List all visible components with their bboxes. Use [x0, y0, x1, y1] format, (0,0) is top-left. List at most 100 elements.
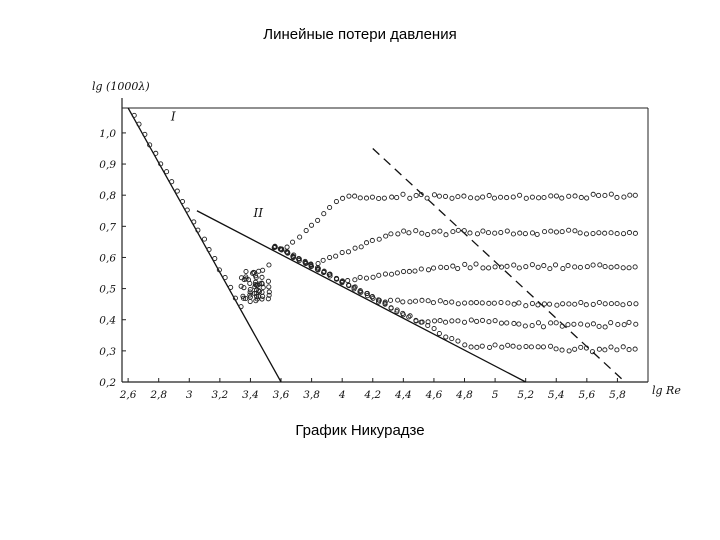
y-tick-label: 0,2 — [99, 377, 116, 389]
data-point — [608, 301, 614, 307]
data-point — [413, 193, 419, 199]
data-point — [184, 207, 190, 213]
data-point — [480, 194, 486, 200]
data-point — [363, 275, 370, 281]
data-point — [577, 230, 583, 236]
data-point — [560, 301, 566, 307]
data-point — [498, 229, 504, 236]
data-point — [383, 233, 389, 239]
data-point — [247, 287, 253, 293]
data-point — [596, 299, 602, 306]
data-point — [602, 264, 608, 270]
data-point — [437, 298, 443, 304]
data-point — [473, 261, 479, 267]
data-point — [480, 265, 486, 271]
data-point — [303, 260, 309, 267]
data-point — [388, 231, 394, 237]
data-point — [584, 195, 590, 201]
data-point — [578, 321, 584, 327]
data-point — [560, 266, 566, 272]
data-point — [364, 293, 370, 299]
data-point — [583, 302, 589, 308]
data-point — [479, 317, 486, 323]
data-point — [486, 265, 492, 271]
data-point — [572, 346, 578, 352]
data-point — [536, 195, 542, 201]
data-point — [164, 169, 170, 175]
data-point — [626, 301, 633, 307]
data-point — [449, 336, 455, 342]
data-point — [387, 297, 394, 303]
data-point — [590, 262, 596, 268]
data-point — [431, 229, 437, 235]
data-point — [633, 301, 639, 307]
data-point — [296, 258, 302, 264]
data-point — [400, 191, 406, 197]
data-point — [436, 193, 442, 199]
data-point — [626, 347, 632, 353]
data-point — [608, 191, 614, 197]
x-tick-label: 3 — [186, 389, 193, 401]
data-point — [260, 284, 266, 291]
data-point — [252, 284, 258, 290]
x-tick-label: 3,8 — [303, 389, 320, 401]
data-point — [566, 193, 572, 199]
data-point — [419, 297, 425, 303]
data-point — [326, 272, 332, 278]
data-point — [259, 274, 265, 280]
data-point — [614, 347, 620, 353]
data-point — [553, 193, 560, 199]
data-point — [614, 231, 620, 237]
data-point — [632, 192, 638, 198]
data-point — [419, 230, 425, 236]
data-point — [462, 261, 468, 267]
data-point — [566, 348, 572, 354]
y-tick-label: 0,4 — [99, 315, 116, 327]
data-point — [553, 346, 559, 352]
data-point — [540, 344, 546, 350]
data-point — [285, 249, 291, 256]
data-point — [407, 299, 413, 305]
data-point — [327, 204, 333, 211]
data-point — [492, 318, 498, 324]
data-point — [491, 195, 498, 201]
data-point — [437, 228, 443, 234]
reference-line-II — [196, 210, 526, 383]
data-point — [468, 344, 474, 350]
data-point — [455, 227, 461, 233]
data-point — [504, 228, 510, 234]
data-point — [510, 231, 516, 237]
data-point — [633, 321, 639, 327]
data-point — [169, 179, 175, 185]
data-point — [621, 194, 627, 200]
data-point — [321, 268, 327, 274]
data-point — [363, 240, 370, 246]
data-point — [516, 321, 522, 327]
x-tick-label: 4 — [338, 389, 346, 401]
data-point — [540, 324, 546, 330]
data-point — [266, 262, 272, 268]
y-axis-ticks: 0,2 0,3 0,4 0,5 0,6 0,7 0,8 0,9 1,0 — [99, 128, 126, 389]
data-point — [535, 264, 541, 270]
data-point — [559, 323, 565, 329]
data-point — [615, 321, 621, 328]
data-point — [590, 231, 596, 237]
data-point — [406, 230, 412, 236]
data-point — [505, 342, 511, 348]
data-point — [201, 236, 208, 242]
data-point — [541, 194, 547, 201]
data-point — [388, 305, 394, 311]
data-point — [256, 289, 263, 295]
data-point — [418, 192, 424, 198]
data-point — [449, 299, 455, 305]
slide-title: Линейные потери давления — [263, 26, 457, 43]
reference-line-label: I — [170, 109, 176, 123]
data-point — [450, 263, 456, 269]
data-point — [498, 320, 504, 326]
data-point — [327, 254, 333, 261]
data-point — [357, 195, 363, 201]
data-point — [147, 142, 153, 148]
data-point — [346, 283, 352, 289]
data-point — [432, 318, 438, 324]
data-point — [255, 293, 261, 300]
